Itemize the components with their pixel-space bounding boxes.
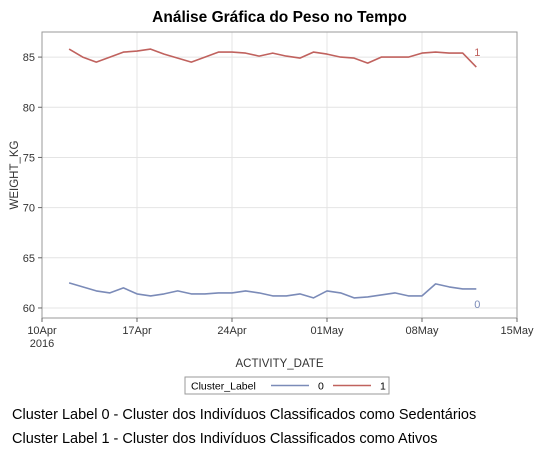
y-tick-label: 70 [23, 203, 35, 215]
series-line-1 [68, 48, 477, 68]
chart-title: Análise Gráfica do Peso no Tempo [152, 9, 407, 26]
y-tick-label: 60 [23, 303, 35, 315]
y-tick-label: 80 [23, 102, 35, 114]
x-tick-label: 17Apr [122, 325, 152, 337]
x-tick-label: 15May [500, 325, 534, 337]
chart-svg: Análise Gráfica do Peso no Tempo 60 65 70 75… [9, 9, 534, 395]
plot-frame [41, 31, 518, 319]
x-tick-label: 24Apr [217, 325, 247, 337]
x-tick-label: 10Apr [27, 325, 57, 337]
y-tick-label: 65 [23, 253, 35, 265]
y-axis-label: WEIGHT_KG [9, 140, 21, 209]
y-tick-label: 85 [23, 52, 35, 64]
x-tick-sublabel: 2016 [30, 338, 54, 350]
series-end-label-0: 0 [474, 299, 480, 311]
x-axis-label: ACTIVITY_DATE [236, 358, 324, 370]
legend-title: Cluster_Label [191, 381, 256, 393]
legend-label-0: 0 [318, 381, 324, 393]
caption-cluster-0: Cluster Label 0 - Cluster dos Indivíduos… [12, 407, 477, 423]
caption-cluster-1: Cluster Label 1 - Cluster dos Indivíduos… [12, 431, 438, 447]
series-end-label-1: 1 [474, 47, 480, 59]
y-tick-label: 75 [23, 152, 35, 164]
series-line-0 [68, 282, 477, 299]
legend-label-1: 1 [380, 381, 386, 393]
weight-over-time-chart: Análise Gráfica do Peso no Tempo 60 65 70 75… [9, 9, 534, 395]
x-tick-label: 08May [405, 325, 439, 337]
x-tick-label: 01May [310, 325, 344, 337]
